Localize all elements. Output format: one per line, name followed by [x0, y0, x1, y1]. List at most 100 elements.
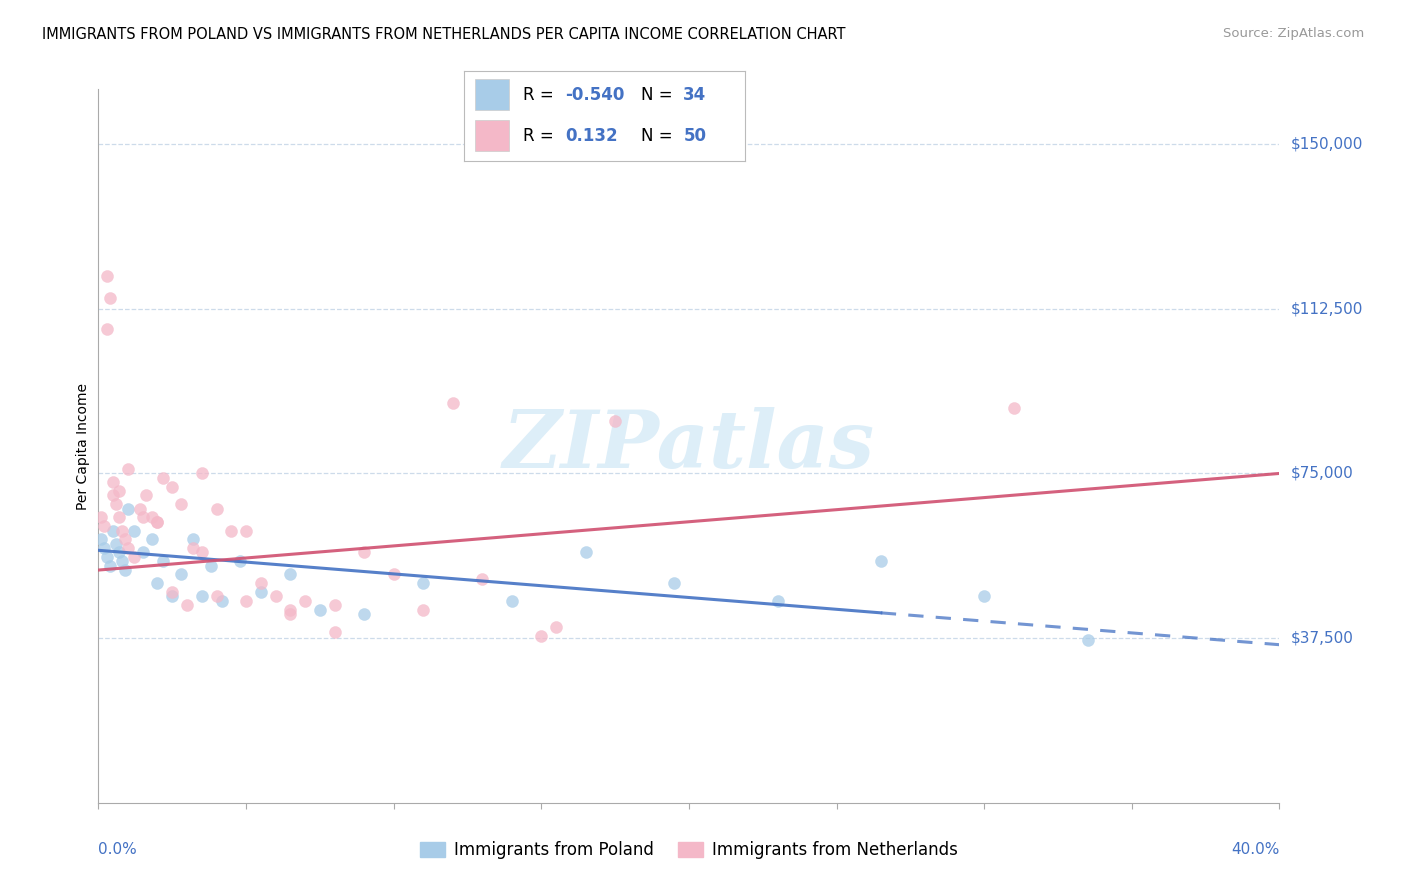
Point — [412, 576, 434, 591]
Text: -0.540: -0.540 — [565, 86, 624, 103]
Point — [191, 545, 214, 559]
Point — [353, 607, 375, 621]
Point — [141, 533, 163, 547]
Point — [264, 590, 287, 604]
Point — [170, 497, 193, 511]
Point — [114, 563, 136, 577]
Legend: Immigrants from Poland, Immigrants from Netherlands: Immigrants from Poland, Immigrants from … — [413, 835, 965, 866]
Point — [146, 515, 169, 529]
Point — [181, 541, 204, 555]
Text: N =: N = — [641, 86, 678, 103]
Point — [103, 488, 125, 502]
Point — [108, 510, 131, 524]
Text: 40.0%: 40.0% — [1232, 842, 1279, 857]
Text: N =: N = — [641, 127, 678, 145]
Point — [181, 533, 204, 547]
Point — [501, 594, 523, 608]
Point — [250, 576, 273, 591]
Bar — [475, 120, 509, 151]
Point — [219, 524, 242, 538]
Point — [574, 545, 596, 559]
Point — [162, 585, 183, 599]
Point — [105, 497, 128, 511]
Point — [111, 554, 134, 568]
Point — [105, 537, 128, 551]
Text: $75,000: $75,000 — [1291, 466, 1354, 481]
Point — [96, 549, 118, 564]
Text: $112,500: $112,500 — [1291, 301, 1362, 317]
Point — [93, 519, 115, 533]
Point — [441, 396, 464, 410]
Point — [114, 533, 136, 547]
Point — [128, 501, 150, 516]
Point — [146, 576, 169, 591]
Point — [152, 554, 174, 568]
Point — [98, 291, 121, 305]
Text: $150,000: $150,000 — [1291, 136, 1362, 152]
Point — [278, 607, 302, 621]
Point — [323, 598, 346, 612]
Point — [605, 414, 627, 428]
Point — [973, 590, 995, 604]
Point — [96, 268, 118, 283]
Text: R =: R = — [523, 127, 560, 145]
Point — [294, 594, 316, 608]
Point — [117, 501, 139, 516]
Point — [353, 545, 375, 559]
Point — [152, 471, 174, 485]
Point — [191, 467, 214, 481]
Text: 34: 34 — [683, 86, 707, 103]
Bar — [475, 79, 509, 110]
Point — [309, 602, 332, 616]
Point — [135, 488, 157, 502]
Point — [96, 321, 118, 335]
Point — [250, 585, 273, 599]
Text: $37,500: $37,500 — [1291, 631, 1354, 646]
Point — [162, 480, 183, 494]
Point — [103, 524, 125, 538]
Point — [117, 541, 139, 555]
Point — [1002, 401, 1025, 415]
Point — [146, 515, 169, 529]
Point — [869, 554, 891, 568]
Point — [93, 541, 115, 555]
Point — [170, 567, 193, 582]
Point — [108, 545, 131, 559]
Point — [278, 567, 302, 582]
Point — [382, 567, 405, 582]
Point — [117, 462, 139, 476]
Point — [235, 524, 257, 538]
Point — [132, 545, 155, 559]
Point — [90, 533, 112, 547]
Point — [122, 549, 145, 564]
Text: IMMIGRANTS FROM POLAND VS IMMIGRANTS FROM NETHERLANDS PER CAPITA INCOME CORRELAT: IMMIGRANTS FROM POLAND VS IMMIGRANTS FRO… — [42, 27, 845, 42]
Text: ZIPatlas: ZIPatlas — [503, 408, 875, 484]
Point — [98, 558, 121, 573]
Point — [108, 483, 131, 498]
Point — [103, 475, 125, 490]
Point — [205, 590, 228, 604]
Point — [664, 576, 686, 591]
Point — [122, 524, 145, 538]
Y-axis label: Per Capita Income: Per Capita Income — [76, 383, 90, 509]
Point — [132, 510, 155, 524]
Point — [323, 624, 346, 639]
Point — [211, 594, 233, 608]
Point — [278, 602, 302, 616]
Point — [90, 510, 112, 524]
Point — [205, 501, 228, 516]
Text: 50: 50 — [683, 127, 706, 145]
Text: R =: R = — [523, 86, 560, 103]
Point — [200, 558, 222, 573]
Text: 0.0%: 0.0% — [98, 842, 138, 857]
Point — [191, 590, 214, 604]
Point — [412, 602, 434, 616]
Point — [766, 594, 789, 608]
Point — [530, 629, 553, 643]
Point — [162, 590, 183, 604]
Text: Source: ZipAtlas.com: Source: ZipAtlas.com — [1223, 27, 1364, 40]
Point — [1077, 633, 1099, 648]
Point — [544, 620, 567, 634]
Point — [235, 594, 257, 608]
Text: 0.132: 0.132 — [565, 127, 617, 145]
